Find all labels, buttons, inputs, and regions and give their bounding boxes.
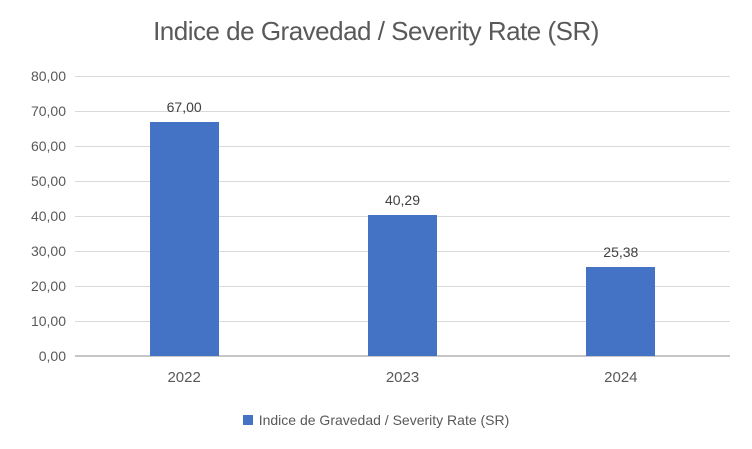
y-tick-label: 80,00 [30, 68, 66, 84]
y-tick-label: 70,00 [30, 103, 66, 119]
y-tick-label: 40,00 [30, 208, 66, 224]
chart-title: Indice de Gravedad / Severity Rate (SR) [153, 16, 599, 46]
gridline [75, 75, 730, 77]
gridline [75, 145, 730, 147]
y-tick-label: 60,00 [30, 138, 66, 154]
legend-label: Indice de Gravedad / Severity Rate (SR) [258, 412, 510, 428]
y-tick-label: 30,00 [30, 243, 66, 259]
plot-area: 67,00 40,29 25,38 [75, 75, 730, 357]
data-label-2022: 67,00 [166, 98, 202, 115]
y-tick-label: 20,00 [30, 278, 66, 294]
data-label-2023: 40,29 [384, 192, 421, 208]
gridline [75, 180, 730, 182]
bar-2022 [149, 121, 219, 356]
data-label-2024: 25,38 [603, 244, 639, 261]
x-tick-label-2022: 2022 [167, 369, 201, 386]
x-tick-label-2023: 2023 [385, 369, 420, 386]
legend-swatch-icon [242, 415, 253, 425]
bar-2023 [368, 215, 437, 356]
y-tick-label: 50,00 [30, 173, 66, 189]
legend: Indice de Gravedad / Severity Rate (SR) [0, 412, 752, 428]
y-tick-label: 10,00 [30, 313, 66, 329]
x-axis-line [75, 355, 730, 357]
gridline [75, 110, 730, 112]
bar-2024 [586, 267, 656, 356]
y-tick-label: 0,00 [38, 348, 66, 364]
x-tick-label-2024: 2024 [604, 369, 638, 386]
